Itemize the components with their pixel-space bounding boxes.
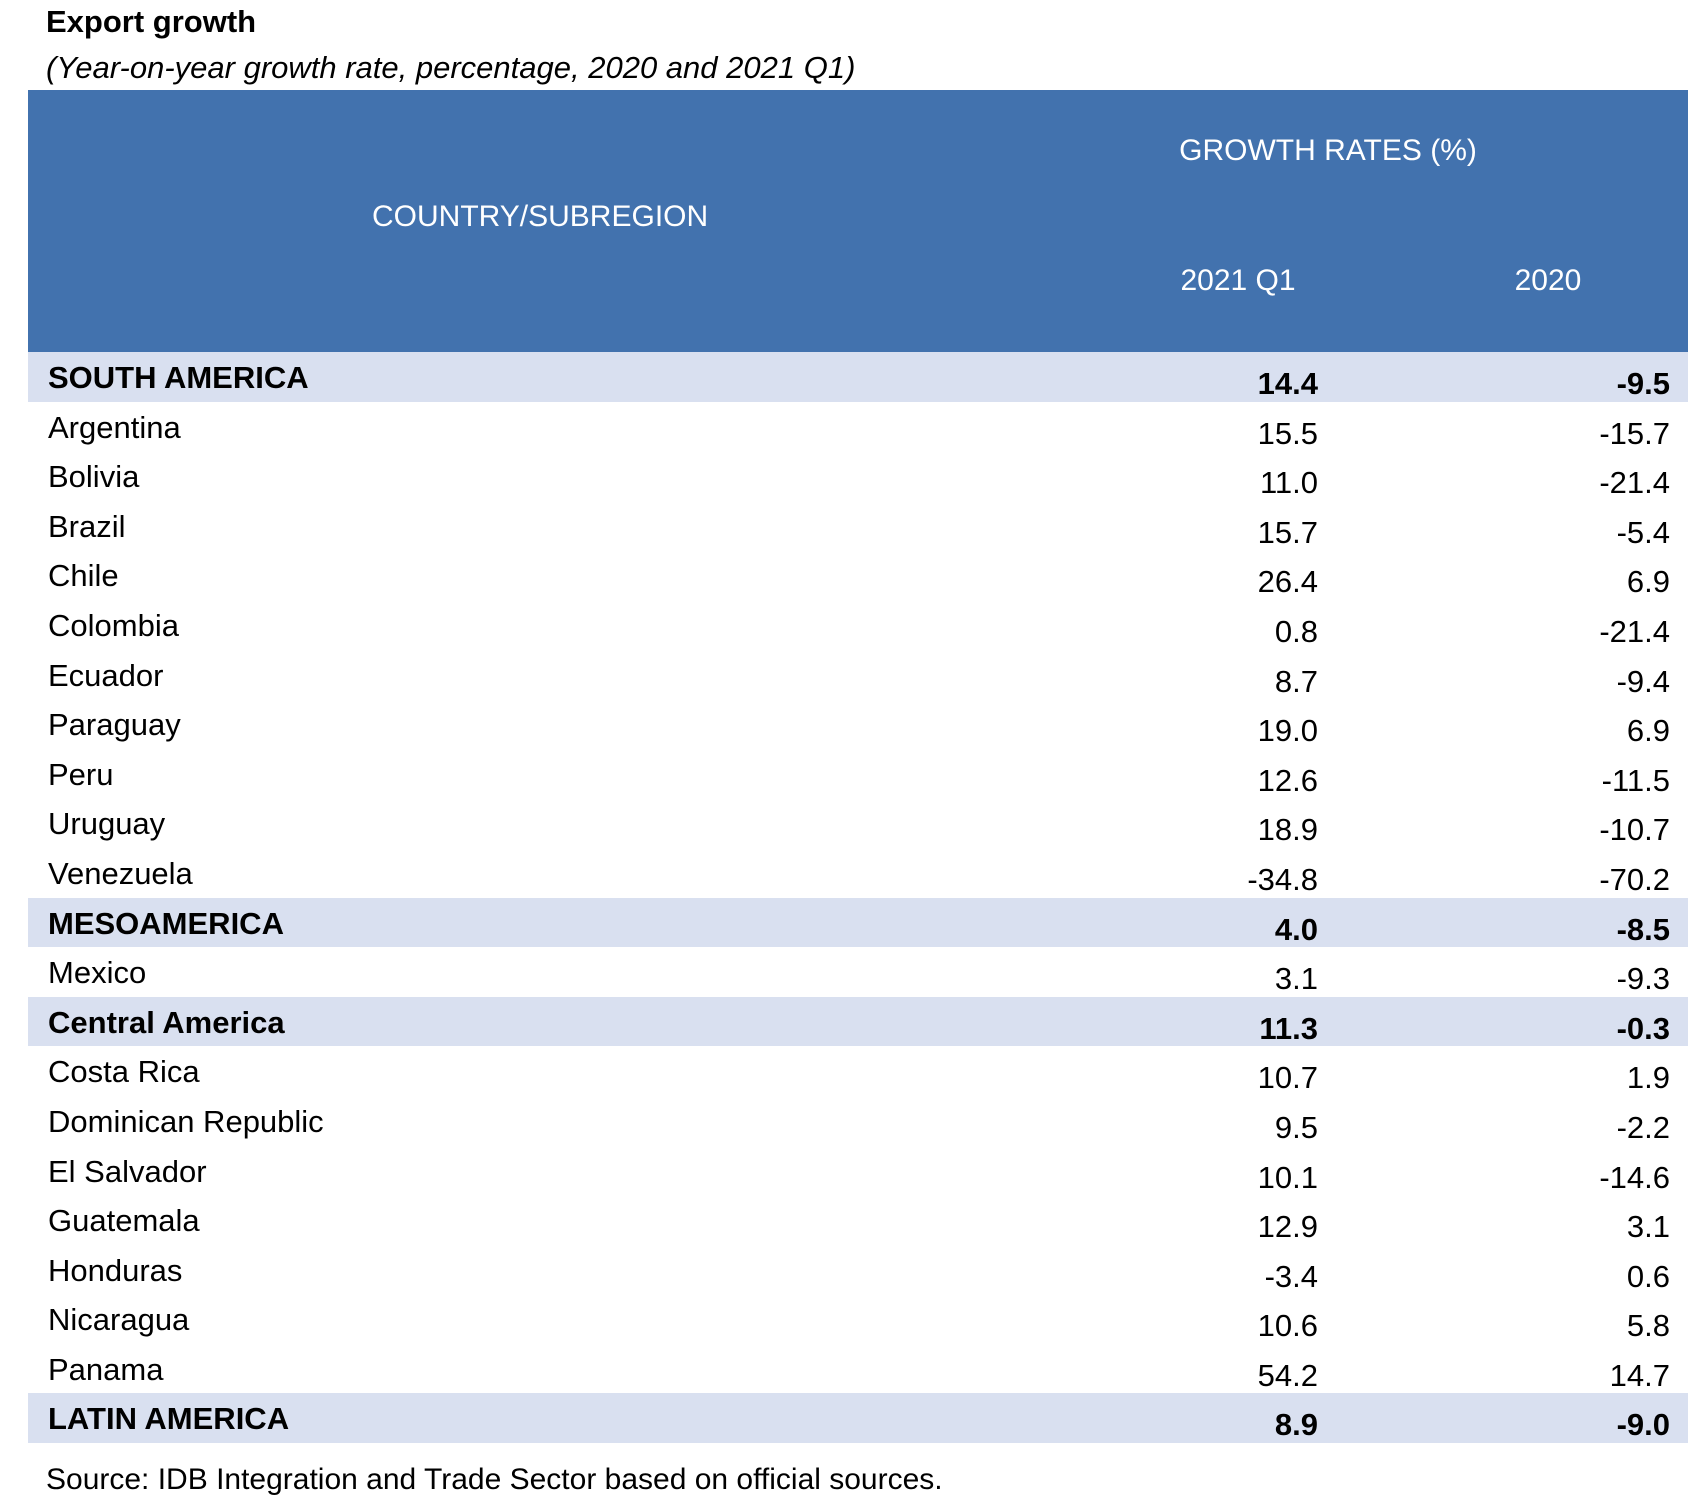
subtotal-row: MESOAMERICA 4.0 -8.5: [28, 897, 1688, 948]
row-label: LATIN AMERICA: [48, 1401, 290, 1437]
row-label: Costa Rica: [48, 1054, 200, 1090]
value-2021-q1: -3.4: [1264, 1258, 1318, 1294]
value-2021-q1: 15.5: [1257, 415, 1318, 451]
table-row: Guatemala 12.9 3.1: [28, 1195, 1688, 1245]
table-row: Nicaragua 10.6 5.8: [28, 1294, 1688, 1344]
row-label: Argentina: [48, 409, 181, 445]
value-2020: 1.9: [1626, 1060, 1670, 1096]
value-2020: -9.5: [1616, 366, 1670, 401]
value-2020: 14.7: [1609, 1357, 1670, 1393]
value-2021-q1: 10.1: [1257, 1159, 1318, 1195]
table-row: Bolivia 11.0 -21.4: [28, 451, 1688, 501]
table-body: SOUTH AMERICA 14.4 -9.5 Argentina 15.5 -15.7 B…: [28, 352, 1688, 1444]
row-label: Central America: [48, 1004, 285, 1040]
value-2020: -9.4: [1616, 663, 1670, 699]
value-2021-q1: 54.2: [1257, 1357, 1318, 1393]
table-row: Ecuador 8.7 -9.4: [28, 650, 1688, 700]
value-2020: 6.9: [1626, 713, 1670, 749]
value-2021-q1: 8.9: [1274, 1407, 1318, 1443]
row-label: Brazil: [48, 508, 126, 544]
export-growth-table: COUNTRY/SUBREGION GROWTH RATES (%) 2021 …: [28, 90, 1688, 1444]
subtotal-row: SOUTH AMERICA 14.4 -9.5: [28, 352, 1688, 402]
value-2021-q1: 11.3: [1259, 1010, 1318, 1046]
table-title: Export growth: [46, 4, 257, 39]
table-row: Honduras -3.4 0.6: [28, 1245, 1688, 1295]
country-column-header: COUNTRY/SUBREGION: [372, 200, 709, 233]
table-row: Paraguay 19.0 6.9: [28, 699, 1688, 749]
value-2021-q1: 9.5: [1274, 1109, 1318, 1145]
value-2021-q1: 11.0: [1259, 465, 1318, 501]
row-label: El Salvador: [48, 1153, 207, 1189]
value-2021-q1: 4.0: [1274, 911, 1318, 947]
row-label: Paraguay: [48, 707, 181, 743]
table-row: Argentina 15.5 -15.7: [28, 402, 1688, 452]
row-label: SOUTH AMERICA: [48, 360, 309, 395]
value-2020: -8.5: [1616, 911, 1670, 947]
table-subtitle: (Year-on-year growth rate, percentage, 2…: [46, 50, 856, 85]
table-header: COUNTRY/SUBREGION GROWTH RATES (%) 2021 …: [28, 90, 1688, 352]
row-label: Guatemala: [48, 1203, 200, 1239]
row-label: Mexico: [48, 955, 147, 991]
row-label: Bolivia: [48, 459, 140, 495]
row-label: Dominican Republic: [48, 1103, 324, 1139]
column-header-2021-q1: 2021 Q1: [1180, 264, 1296, 297]
value-2020: 0.6: [1626, 1258, 1670, 1294]
value-2021-q1: 0.8: [1274, 613, 1318, 649]
value-2020: -21.4: [1599, 465, 1670, 501]
row-label: Ecuador: [48, 657, 164, 693]
value-2020: 3.1: [1626, 1209, 1670, 1245]
row-label: Venezuela: [48, 855, 193, 891]
value-2020: -70.2: [1599, 861, 1670, 897]
table-row: Panama 54.2 14.7: [28, 1344, 1688, 1394]
value-2021-q1: 14.4: [1257, 366, 1318, 401]
value-2021-q1: 19.0: [1257, 713, 1318, 749]
value-2021-q1: 12.6: [1257, 762, 1318, 798]
value-2020: 5.8: [1626, 1308, 1670, 1344]
value-2021-q1: 8.7: [1274, 663, 1318, 699]
value-2020: 6.9: [1626, 564, 1670, 600]
value-2020: -11.5: [1601, 762, 1670, 798]
table-row: Chile 26.4 6.9: [28, 550, 1688, 600]
value-2020: -5.4: [1616, 514, 1670, 550]
value-2020: -2.2: [1616, 1109, 1670, 1145]
row-label: Honduras: [48, 1252, 183, 1288]
column-header-2020: 2020: [1514, 264, 1582, 297]
value-2021-q1: 10.7: [1257, 1060, 1318, 1096]
value-2021-q1: 3.1: [1274, 961, 1318, 997]
row-label: Uruguay: [48, 806, 166, 842]
table-row: Peru 12.6 -11.5: [28, 749, 1688, 799]
value-2020: -10.7: [1599, 812, 1670, 848]
value-2020: -9.3: [1616, 961, 1670, 997]
table-row: Colombia 0.8 -21.4: [28, 600, 1688, 650]
value-2021-q1: 18.9: [1257, 812, 1318, 848]
row-label: Colombia: [48, 607, 179, 643]
value-2021-q1: 10.6: [1257, 1308, 1318, 1344]
table-row: Dominican Republic 9.5 -2.2: [28, 1096, 1688, 1146]
value-2021-q1: 12.9: [1257, 1209, 1318, 1245]
subtotal-row: Central America 11.3 -0.3: [28, 996, 1688, 1047]
value-2020: -14.6: [1599, 1159, 1670, 1195]
value-2021-q1: 26.4: [1257, 564, 1318, 600]
growth-rates-group-header: GROWTH RATES (%): [1179, 134, 1477, 167]
table-row: Costa Rica 10.7 1.9: [28, 1046, 1688, 1096]
table-row: Uruguay 18.9 -10.7: [28, 798, 1688, 848]
value-2020: -15.7: [1599, 415, 1670, 451]
value-2020: -21.4: [1599, 613, 1670, 649]
row-label: Chile: [48, 558, 119, 594]
value-2020: -9.0: [1616, 1407, 1670, 1443]
table-row: Mexico 3.1 -9.3: [28, 947, 1688, 997]
row-label: Nicaragua: [48, 1302, 190, 1338]
source-note: Source: IDB Integration and Trade Sector…: [46, 1463, 943, 1496]
subtotal-row: LATIN AMERICA 8.9 -9.0: [28, 1393, 1688, 1444]
value-2020: -0.3: [1616, 1010, 1670, 1046]
table-row: El Salvador 10.1 -14.6: [28, 1146, 1688, 1196]
value-2021-q1: -34.8: [1247, 861, 1318, 897]
row-label: MESOAMERICA: [48, 905, 284, 941]
row-label: Peru: [48, 756, 114, 792]
value-2021-q1: 15.7: [1257, 514, 1318, 550]
table-row: Brazil 15.7 -5.4: [28, 501, 1688, 551]
table-row: Venezuela -34.8 -70.2: [28, 848, 1688, 898]
row-label: Panama: [48, 1351, 164, 1387]
